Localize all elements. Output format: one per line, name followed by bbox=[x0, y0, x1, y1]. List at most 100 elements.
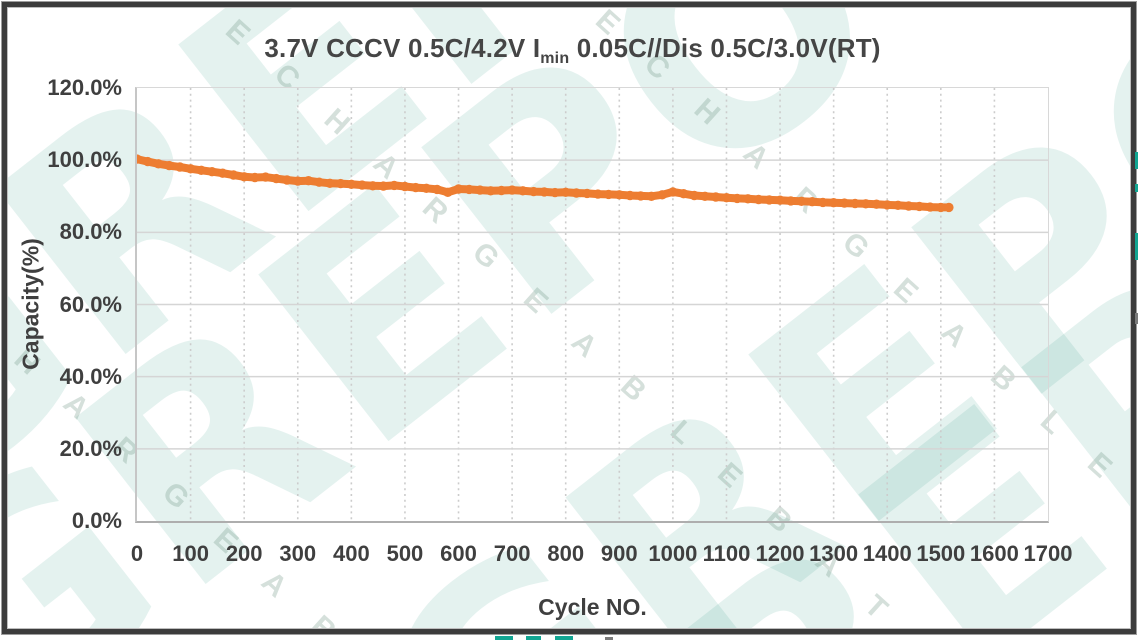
x-tick-label: 700 bbox=[493, 541, 531, 566]
data-point bbox=[335, 178, 346, 189]
data-point bbox=[775, 195, 785, 205]
data-point bbox=[400, 181, 410, 192]
data-series-line bbox=[137, 155, 953, 212]
data-point bbox=[475, 185, 485, 195]
data-point bbox=[228, 170, 239, 180]
plot-area bbox=[135, 87, 1049, 523]
data-point bbox=[593, 189, 603, 199]
data-point bbox=[411, 182, 421, 193]
data-point bbox=[764, 195, 774, 205]
data-point bbox=[507, 185, 517, 195]
y-tick-label: 80.0% bbox=[59, 219, 122, 245]
data-point bbox=[871, 199, 882, 209]
data-point bbox=[828, 198, 839, 208]
x-tick-label: 500 bbox=[386, 541, 424, 566]
data-point bbox=[518, 186, 528, 196]
x-tick-label: 1200 bbox=[755, 541, 805, 566]
data-point bbox=[453, 184, 464, 194]
logo-fragment-bottom-gray bbox=[605, 637, 613, 640]
x-tick-label: 200 bbox=[225, 541, 263, 566]
logo-fragment-right-gray bbox=[1135, 313, 1138, 324]
data-point bbox=[786, 196, 796, 206]
chart-title-subscript: min bbox=[540, 50, 570, 68]
data-point bbox=[882, 200, 892, 210]
data-point bbox=[271, 173, 281, 184]
data-point bbox=[282, 175, 292, 185]
data-point bbox=[904, 201, 914, 211]
data-point bbox=[582, 188, 592, 199]
x-tick-label: 800 bbox=[547, 541, 585, 566]
x-tick-label: 1000 bbox=[648, 541, 698, 566]
data-point bbox=[636, 191, 646, 201]
data-point bbox=[421, 183, 432, 193]
data-point bbox=[153, 159, 164, 169]
data-point bbox=[711, 192, 721, 202]
data-point bbox=[807, 197, 817, 207]
logo-fragment-bottom bbox=[495, 636, 513, 640]
x-tick-label: 600 bbox=[440, 541, 477, 566]
data-point bbox=[357, 180, 367, 190]
x-tick-label: 1600 bbox=[969, 541, 1019, 566]
data-point bbox=[464, 184, 474, 195]
data-point bbox=[603, 189, 614, 200]
data-point bbox=[164, 160, 174, 171]
logo-fragment-right bbox=[1135, 152, 1138, 169]
x-tick-label: 0 bbox=[130, 541, 144, 566]
data-point bbox=[346, 179, 357, 189]
data-point bbox=[486, 186, 496, 196]
data-point bbox=[539, 187, 549, 197]
y-tick-label: 60.0% bbox=[59, 291, 122, 317]
data-point bbox=[914, 201, 925, 212]
data-point bbox=[137, 154, 142, 164]
logo-fragment-bottom bbox=[526, 636, 541, 640]
data-point bbox=[293, 176, 303, 186]
data-point bbox=[143, 156, 153, 167]
data-point bbox=[839, 198, 850, 208]
data-point bbox=[314, 177, 324, 187]
data-point bbox=[389, 180, 399, 191]
data-point bbox=[818, 197, 828, 208]
y-tick-label: 120.0% bbox=[47, 75, 122, 100]
data-point bbox=[207, 167, 217, 177]
data-point bbox=[175, 162, 185, 172]
y-tick-label: 20.0% bbox=[59, 435, 122, 461]
data-point bbox=[260, 172, 271, 182]
data-point bbox=[668, 187, 678, 197]
x-tick-label: 1400 bbox=[862, 541, 912, 566]
data-point bbox=[368, 181, 378, 191]
x-tick-label: 1500 bbox=[916, 541, 966, 566]
y-tick-label: 40.0% bbox=[59, 363, 122, 389]
data-point bbox=[646, 191, 657, 201]
data-point bbox=[561, 187, 571, 197]
data-point bbox=[250, 172, 260, 183]
data-point bbox=[303, 176, 314, 186]
data-point bbox=[893, 200, 903, 210]
data-point bbox=[936, 202, 946, 213]
data-point bbox=[861, 199, 871, 209]
data-point bbox=[239, 172, 249, 182]
data-point bbox=[732, 193, 742, 204]
data-point bbox=[700, 191, 710, 201]
x-tick-label: 400 bbox=[332, 541, 370, 566]
data-point bbox=[614, 190, 624, 200]
data-point bbox=[432, 184, 442, 195]
data-point bbox=[196, 165, 206, 175]
x-tick-label: 1100 bbox=[702, 541, 751, 566]
data-point bbox=[571, 188, 582, 198]
chart-title-main: 3.7V CCCV 0.5C/4.2V I bbox=[264, 33, 541, 63]
chart-svg bbox=[137, 88, 1048, 521]
logo-fragment-right bbox=[1135, 233, 1138, 260]
x-tick-label: 900 bbox=[600, 541, 638, 566]
x-tick-label: 300 bbox=[279, 541, 317, 566]
data-point bbox=[657, 190, 667, 200]
x-tick-label: 1700 bbox=[1023, 541, 1073, 566]
data-point bbox=[944, 202, 954, 213]
chart-title: 3.7V CCCV 0.5C/4.2V Imin 0.05C//Dis 0.5C… bbox=[117, 33, 1028, 68]
data-point bbox=[550, 187, 560, 198]
data-point bbox=[528, 186, 539, 197]
data-point bbox=[625, 190, 635, 201]
y-tick-label: 100.0% bbox=[47, 147, 122, 173]
logo-fragment-bottom bbox=[555, 636, 573, 640]
data-point bbox=[185, 164, 196, 174]
